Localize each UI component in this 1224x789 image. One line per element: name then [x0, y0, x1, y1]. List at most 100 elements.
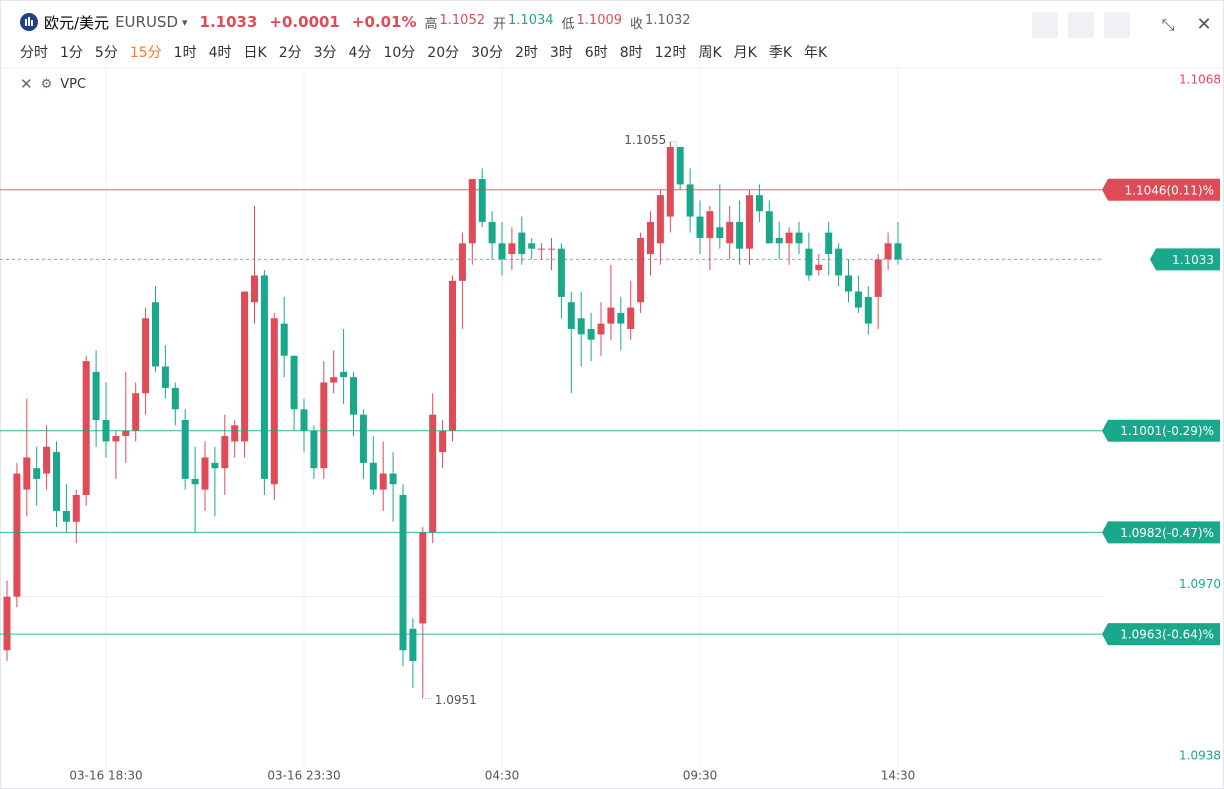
- candle-body: [112, 436, 120, 442]
- period-tab[interactable]: 1分: [60, 45, 83, 61]
- candle-body: [389, 473, 397, 485]
- period-tab[interactable]: 5分: [94, 45, 118, 61]
- candle-body: [894, 243, 902, 260]
- candle-body: [815, 264, 823, 271]
- period-tab[interactable]: 周K: [698, 45, 722, 61]
- close[interactable]: ✕: [1196, 14, 1212, 35]
- candle-body: [637, 237, 645, 303]
- dropdown-caret[interactable]: ▾: [182, 15, 188, 29]
- candle-body: [191, 478, 199, 485]
- candle-body: [181, 420, 189, 479]
- stat-label: 收: [630, 16, 644, 32]
- candle-body: [666, 146, 674, 217]
- candle-body: [528, 243, 536, 249]
- candle-body: [33, 468, 41, 479]
- candle-body: [201, 457, 209, 490]
- y-tick-label: 1.1068: [1179, 73, 1221, 87]
- min-annotation: 1.0951: [435, 693, 477, 707]
- candle-body: [508, 243, 516, 255]
- candle-body: [53, 452, 60, 512]
- candle-body: [419, 532, 427, 624]
- period-tab[interactable]: 分时: [20, 45, 48, 61]
- stat-label: 低: [561, 16, 575, 32]
- change: +0.0001: [269, 13, 340, 31]
- period-tab[interactable]: 4时: [208, 45, 232, 61]
- candle-body: [765, 211, 773, 244]
- candle-body: [152, 302, 159, 367]
- y-tick-label: 1.0970: [1179, 577, 1221, 591]
- candle-body: [795, 232, 803, 244]
- candle-body: [260, 275, 268, 479]
- candle-body: [161, 366, 169, 388]
- candle-body: [587, 328, 595, 340]
- candle-body: [884, 243, 892, 260]
- tool-candle[interactable]: [1104, 12, 1130, 38]
- candle-body: [518, 232, 526, 255]
- candle-body: [23, 457, 31, 490]
- candle-body: [548, 248, 555, 250]
- period-tab[interactable]: 20分: [427, 45, 460, 61]
- candle-body: [171, 387, 179, 410]
- indicator-bar: ✕ ⚙ VPC: [20, 75, 86, 93]
- period-tab[interactable]: 3时: [549, 45, 573, 61]
- tool-line[interactable]: [1032, 12, 1058, 38]
- candle-body: [686, 184, 694, 217]
- fullscreen[interactable]: ⤡: [1161, 15, 1175, 34]
- x-tick-label: 04:30: [485, 769, 520, 783]
- close-indicator[interactable]: ✕: [20, 75, 33, 93]
- period-tab[interactable]: 年K: [804, 45, 828, 61]
- candle-body: [538, 248, 546, 250]
- candle-body: [142, 318, 150, 394]
- candle-body: [577, 318, 585, 335]
- period-tab[interactable]: 6时: [584, 45, 608, 61]
- candle-body: [270, 318, 278, 485]
- period-tab[interactable]: 10分: [383, 45, 416, 61]
- period-tab[interactable]: 4分: [348, 45, 372, 61]
- candle-body: [706, 211, 714, 238]
- candle-body: [775, 237, 783, 244]
- candle-body: [845, 275, 852, 292]
- candle-body: [221, 436, 229, 469]
- candle-body: [597, 323, 605, 335]
- period-tab[interactable]: 月K: [733, 45, 757, 61]
- candle-body: [716, 227, 724, 238]
- candle-body: [340, 371, 348, 378]
- candle-body: [330, 377, 338, 383]
- y-tick-label: 1.0938: [1179, 749, 1221, 763]
- candle-body: [211, 462, 219, 469]
- period-tab[interactable]: 8时: [619, 45, 643, 61]
- period-tab[interactable]: 15分: [129, 45, 162, 61]
- candle-body: [488, 221, 496, 244]
- stat-value: 1.1034: [508, 12, 554, 28]
- candle-body: [350, 377, 357, 415]
- period-tab[interactable]: 2时: [514, 45, 538, 61]
- candle-body: [429, 414, 437, 533]
- candle-body: [755, 195, 763, 212]
- level-tag: [1102, 521, 1220, 544]
- period-tab[interactable]: 30分: [471, 45, 503, 61]
- candle-body: [82, 361, 90, 495]
- candle-body: [449, 280, 456, 431]
- stat-value: 1.1052: [439, 12, 486, 28]
- settings-icon[interactable]: ⚙: [40, 76, 53, 92]
- period-tab[interactable]: 2分: [278, 45, 302, 61]
- candle-body: [231, 425, 239, 442]
- min-leader: [422, 694, 433, 699]
- tool-draw[interactable]: [1068, 12, 1094, 38]
- period-tab[interactable]: 日K: [243, 45, 267, 61]
- candle-body: [132, 393, 140, 431]
- candle-body: [310, 430, 318, 469]
- symbol[interactable]: EURUSD: [115, 13, 178, 31]
- period-tab[interactable]: 1时: [173, 45, 197, 61]
- period-tab[interactable]: 12时: [654, 45, 687, 61]
- candle-body: [280, 323, 288, 356]
- period-tab[interactable]: 3分: [313, 45, 337, 61]
- level-label: 1.0982(-0.47)%: [1120, 526, 1214, 540]
- level-tag: [1102, 419, 1220, 442]
- period-tab[interactable]: 季K: [768, 45, 793, 61]
- candle-body: [676, 146, 684, 185]
- max-annotation: 1.1055: [624, 133, 666, 147]
- stat-label: 高: [424, 16, 438, 32]
